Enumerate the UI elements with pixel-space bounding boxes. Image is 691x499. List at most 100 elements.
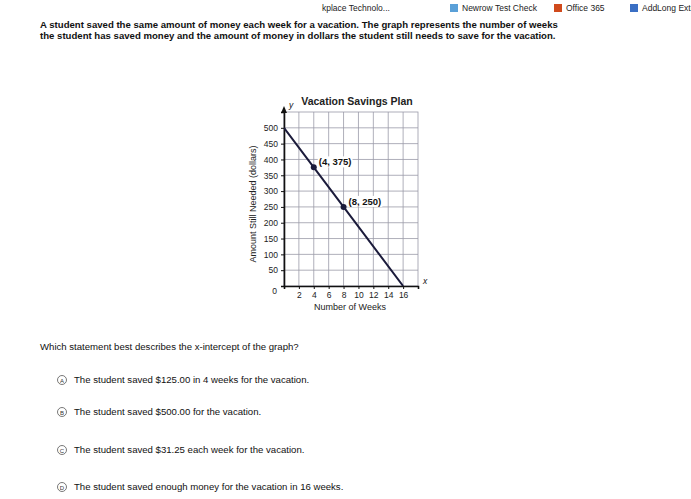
tick-mark (281, 191, 284, 192)
tick-label: 10 (354, 290, 364, 300)
bookmark-icon (630, 4, 638, 12)
axis-line (285, 287, 419, 290)
y-axis-title: Amount Still Needed (dollars) (248, 145, 258, 262)
tick-mark (281, 144, 284, 145)
grid-line (343, 112, 344, 286)
choice-letter: A (60, 378, 64, 384)
tick-label: 12 (369, 290, 379, 300)
axis-letter: x (422, 276, 428, 286)
tick-label: 200 (264, 218, 278, 228)
choice[interactable]: CThe student saved $31.25 each week for … (58, 444, 305, 455)
choice[interactable]: A The student saved $125.00 in 4 weeks fo… (58, 374, 310, 385)
choice-bubble[interactable] (58, 376, 67, 385)
grid-line (328, 112, 329, 286)
axis-line (281, 113, 285, 287)
chart-title: Vacation Savings Plan (301, 95, 412, 107)
grid-line (284, 191, 418, 192)
tick-label: 14 (384, 290, 394, 300)
choice-text: The student saved enough money for the v… (74, 481, 343, 492)
tick-mark (329, 286, 330, 289)
tick: 200 (264, 218, 284, 228)
choice[interactable]: B The student saved $500.00 for the vacat… (58, 406, 262, 417)
tick: 500 (264, 123, 284, 133)
choice-bubble[interactable] (58, 483, 67, 492)
tick-mark (299, 286, 300, 289)
tick-mark (314, 286, 315, 289)
prompt: Which statement best describes the x-int… (40, 341, 299, 352)
tick-label: 500 (264, 123, 278, 133)
grid (284, 112, 418, 286)
bookmark: AddLong Extra (642, 3, 691, 13)
label-bg (348, 196, 383, 207)
tick-mark (281, 254, 284, 255)
annotations: (4, 375) (8, 250) (318, 156, 383, 207)
y-axis: 50100150200250300350400450500 (264, 113, 285, 287)
tick: 50 (269, 265, 284, 275)
grid-line (284, 143, 418, 144)
question-text: the student has saved money and the amou… (40, 30, 556, 41)
bookmark-icon (450, 4, 458, 12)
tick: 350 (264, 170, 284, 180)
tick: 0 (272, 286, 284, 296)
plot-frame (284, 112, 418, 286)
choice-bubble[interactable] (58, 408, 67, 417)
grid-line (403, 112, 404, 286)
label-bg (318, 156, 353, 167)
bookmark: kplace Technolo... (322, 3, 390, 13)
tick-label: 16 (399, 290, 409, 300)
tick: 12 (369, 286, 379, 300)
tick-label: 100 (264, 250, 278, 260)
tick-mark (281, 159, 284, 160)
axis-arrow (281, 106, 287, 113)
grid-line (284, 175, 418, 176)
data-line (284, 128, 403, 286)
point-marker (311, 164, 317, 170)
choice-letter: C (60, 448, 65, 454)
grid-line (313, 112, 314, 286)
grid-line (298, 112, 299, 286)
grid-line (284, 254, 418, 255)
tick: 4 (312, 286, 317, 300)
tick-label: 450 (264, 139, 278, 149)
page: kplace Technolo...Newrow Test CheckOffic… (0, 0, 691, 499)
bookmark-icon (554, 4, 562, 12)
axis-letter: y (288, 100, 294, 110)
tick-mark (281, 175, 284, 176)
tick-mark (344, 286, 345, 289)
tick: 8 (342, 286, 347, 300)
point-label: (8, 250) (349, 196, 382, 207)
tick-mark (358, 286, 359, 289)
tick-label: 50 (269, 265, 279, 275)
tick-label: 250 (264, 202, 278, 212)
plot-area (284, 128, 403, 286)
tick: 250 (264, 202, 284, 212)
point-label: (4, 375) (319, 156, 352, 167)
tick-label: 2 (297, 290, 302, 300)
tick: 300 (264, 186, 284, 196)
tick: 450 (264, 139, 284, 149)
grid-line (284, 127, 418, 128)
point-marker (341, 204, 347, 210)
tick: 2 (297, 286, 302, 300)
tick: 10 (354, 286, 364, 300)
choice-letter: B (60, 410, 64, 416)
choice-letter: D (60, 485, 65, 491)
tick: 100 (264, 250, 284, 260)
tick-label: 6 (327, 290, 332, 300)
question-text: A student saved the same amount of money… (40, 19, 558, 30)
tick-label: 4 (312, 290, 317, 300)
choice[interactable]: D The student saved enough money for the … (58, 481, 344, 492)
bookmark: Newrow Test Check (462, 3, 538, 13)
choice-text: The student saved $125.00 in 4 weeks for… (74, 374, 309, 385)
tick-mark (281, 223, 284, 224)
grid-line (388, 112, 389, 286)
tick-mark (388, 286, 389, 289)
grid-line (284, 270, 418, 271)
tick-label: 150 (264, 234, 278, 244)
tick: 150 (264, 234, 284, 244)
grid-line (284, 222, 418, 223)
choice-text: The student saved $500.00 for the vacati… (74, 406, 261, 417)
tick-label: 350 (264, 170, 278, 180)
choice-bubble[interactable] (58, 446, 67, 455)
tick-mark (281, 207, 284, 208)
